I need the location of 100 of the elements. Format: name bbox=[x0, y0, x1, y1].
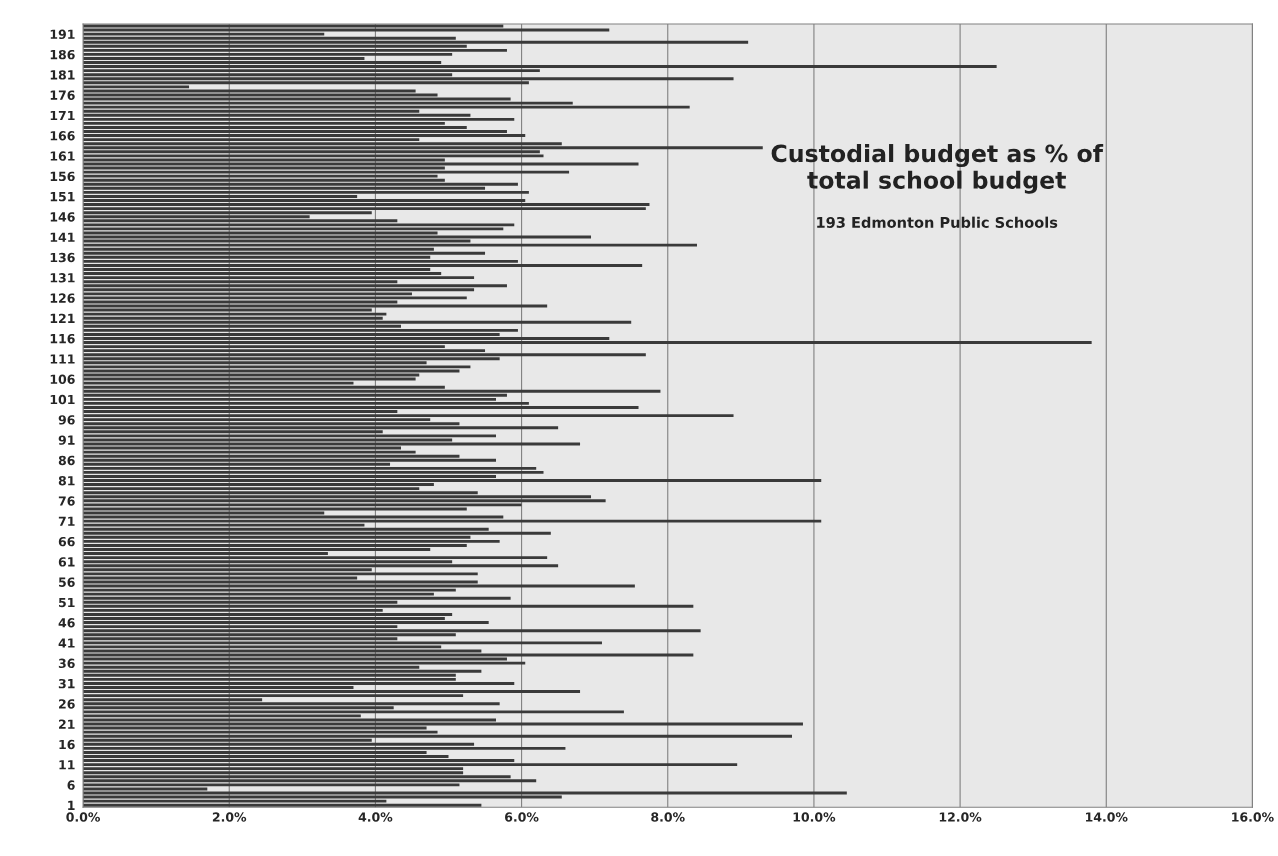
bar bbox=[83, 795, 562, 799]
bar bbox=[83, 710, 624, 714]
y-tick-label: 151 bbox=[50, 192, 75, 202]
bar bbox=[83, 190, 529, 194]
y-tick-label: 11 bbox=[59, 760, 75, 770]
bar bbox=[83, 89, 416, 93]
x-tick-label: 6.0% bbox=[505, 812, 539, 822]
y-tick-label: 76 bbox=[58, 496, 75, 506]
bar bbox=[83, 251, 486, 255]
bar bbox=[83, 146, 763, 150]
bar bbox=[83, 572, 478, 576]
bar bbox=[83, 681, 515, 685]
bar bbox=[83, 470, 544, 474]
bar bbox=[83, 588, 456, 592]
bar bbox=[83, 690, 581, 694]
y-tick-label: 31 bbox=[58, 678, 75, 689]
y-tick-label: 121 bbox=[50, 313, 75, 323]
bar bbox=[83, 243, 697, 247]
bar bbox=[83, 414, 734, 418]
x-tick-label: 10.0% bbox=[793, 812, 836, 822]
bar bbox=[83, 296, 467, 300]
y-tick-label: 181 bbox=[50, 70, 75, 80]
bar bbox=[83, 389, 661, 393]
bar bbox=[83, 763, 738, 767]
y-tick-label: 61 bbox=[58, 557, 75, 567]
x-tick-label: 4.0% bbox=[358, 812, 393, 822]
x-tick-label: 8.0% bbox=[651, 812, 685, 822]
bar bbox=[83, 629, 701, 633]
bar bbox=[83, 426, 559, 430]
bar bbox=[83, 702, 500, 706]
y-tick-label: 131 bbox=[50, 273, 75, 283]
text: 193 Edmonton Public Schools bbox=[817, 216, 1058, 228]
y-tick-label: 6 bbox=[67, 780, 75, 790]
y-tick-label: 191 bbox=[50, 29, 75, 40]
y-tick-label: 136 bbox=[50, 252, 75, 263]
y-tick-label: 101 bbox=[50, 394, 75, 405]
y-tick-label: 26 bbox=[59, 699, 75, 709]
y-tick-label: 111 bbox=[50, 354, 75, 364]
bar bbox=[83, 519, 822, 523]
text: Custodial budget as % of total school budget bbox=[771, 144, 1104, 194]
y-tick-label: 96 bbox=[58, 415, 75, 425]
bar bbox=[83, 223, 515, 227]
bar bbox=[83, 377, 416, 381]
y-tick-label: 176 bbox=[50, 90, 75, 100]
bar bbox=[83, 539, 500, 543]
bar bbox=[83, 641, 602, 645]
y-tick-label: 81 bbox=[58, 475, 75, 486]
bar bbox=[83, 458, 496, 462]
bar bbox=[83, 341, 1092, 344]
bar bbox=[83, 621, 489, 625]
y-tick-label: 66 bbox=[58, 536, 75, 547]
y-tick-label: 161 bbox=[50, 151, 75, 161]
bar bbox=[83, 284, 507, 288]
y-tick-label: 86 bbox=[58, 455, 75, 466]
y-tick-label: 56 bbox=[59, 577, 75, 587]
bar bbox=[83, 312, 387, 316]
bar bbox=[83, 499, 606, 503]
x-tick-label: 12.0% bbox=[939, 812, 982, 822]
y-tick-label: 166 bbox=[50, 131, 75, 141]
bar bbox=[83, 779, 537, 783]
bar bbox=[83, 320, 632, 324]
x-tick-label: 0.0% bbox=[66, 812, 101, 822]
bar bbox=[83, 154, 544, 158]
bar bbox=[83, 65, 997, 69]
x-tick-label: 2.0% bbox=[212, 812, 247, 822]
y-tick-label: 186 bbox=[50, 49, 75, 60]
bar bbox=[83, 746, 566, 750]
bar bbox=[83, 669, 482, 673]
bar bbox=[83, 604, 694, 608]
bar bbox=[83, 28, 610, 32]
y-tick-label: 41 bbox=[58, 638, 75, 648]
bar bbox=[83, 117, 515, 121]
bar bbox=[83, 434, 496, 438]
bar bbox=[83, 406, 639, 409]
bar bbox=[83, 531, 551, 535]
y-tick-label: 141 bbox=[50, 232, 75, 242]
bar bbox=[83, 365, 471, 369]
bar bbox=[83, 556, 548, 560]
y-tick-label: 156 bbox=[50, 171, 75, 182]
bar bbox=[83, 734, 792, 738]
bar bbox=[83, 263, 643, 267]
y-tick-label: 1 bbox=[68, 800, 75, 810]
bar bbox=[83, 105, 690, 109]
bar bbox=[83, 207, 646, 211]
x-tick-label: 16.0% bbox=[1232, 812, 1274, 822]
bar bbox=[83, 803, 482, 807]
bar bbox=[83, 564, 559, 568]
y-tick-label: 116 bbox=[50, 333, 75, 344]
y-tick-label: 36 bbox=[58, 658, 75, 669]
bar bbox=[83, 276, 475, 280]
bar bbox=[83, 718, 496, 722]
y-tick-label: 106 bbox=[50, 374, 75, 384]
y-tick-label: 71 bbox=[58, 516, 75, 526]
bar bbox=[83, 134, 526, 138]
bar bbox=[83, 182, 518, 186]
y-tick-label: 16 bbox=[59, 739, 75, 750]
bar bbox=[83, 353, 646, 357]
y-tick-label: 171 bbox=[50, 110, 75, 121]
bar bbox=[83, 328, 518, 332]
y-tick-label: 51 bbox=[59, 597, 75, 608]
